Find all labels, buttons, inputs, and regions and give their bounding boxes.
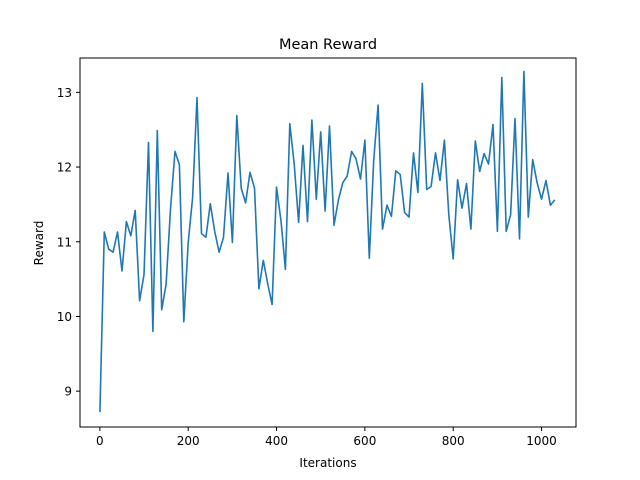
x-axis-label: Iterations bbox=[299, 456, 356, 470]
x-axis: 0 200 400 600 800 1000 bbox=[96, 427, 557, 448]
y-tick-label: 13 bbox=[57, 86, 72, 100]
y-axis-label: Reward bbox=[32, 221, 46, 266]
y-tick-label: 11 bbox=[57, 235, 72, 249]
plot-frame bbox=[79, 57, 577, 428]
series-layer bbox=[99, 70, 556, 413]
series-line bbox=[99, 70, 556, 413]
plot-area bbox=[79, 57, 577, 428]
y-axis: 9 10 11 12 13 bbox=[57, 86, 80, 399]
chart-title: Mean Reward bbox=[279, 37, 377, 53]
y-tick-label: 10 bbox=[57, 310, 72, 324]
x-tick-label: 1000 bbox=[526, 434, 557, 448]
x-tick-label: 800 bbox=[442, 434, 465, 448]
x-tick-label: 600 bbox=[353, 434, 376, 448]
y-tick-label: 9 bbox=[64, 385, 72, 399]
y-tick-label: 12 bbox=[57, 161, 72, 175]
x-tick-label: 200 bbox=[177, 434, 200, 448]
x-tick-label: 0 bbox=[96, 434, 104, 448]
x-tick-label: 400 bbox=[265, 434, 288, 448]
